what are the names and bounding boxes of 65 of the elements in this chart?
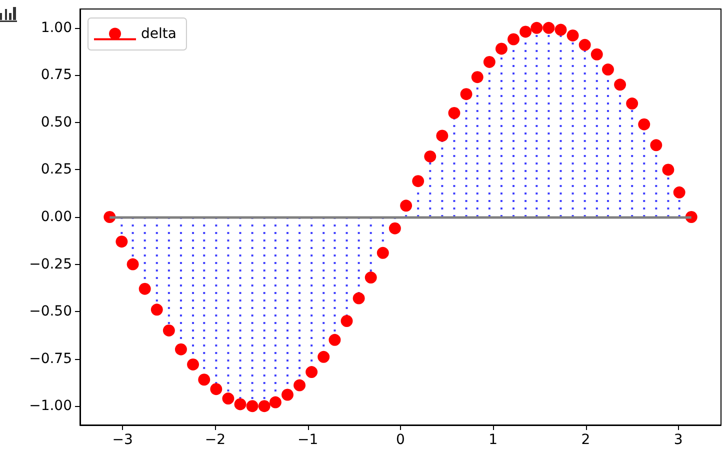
point [530,22,543,34]
point [138,282,151,295]
point [328,334,341,346]
point [638,118,650,130]
point [282,388,294,401]
y-tick-label: 0.75 [40,67,72,84]
y-tick-label: 0.25 [40,162,72,178]
point [436,130,448,142]
point [126,258,139,270]
y-tick-label: 0.50 [40,114,72,130]
y-tick-label: −0.25 [29,256,72,272]
y-tick-label: 0.00 [40,209,72,225]
point [318,350,330,363]
point [116,236,128,248]
point [590,48,603,60]
point [448,107,460,119]
point [471,71,484,84]
point [495,42,508,55]
point [673,186,686,198]
point [614,78,626,91]
point [662,164,674,176]
point [412,175,424,188]
point [340,315,353,327]
x-tick-label: 0 [396,432,405,448]
point [352,292,365,304]
point [460,88,472,100]
point [269,396,282,408]
point [234,398,246,410]
point [626,98,638,110]
point [566,29,579,42]
y-tick-label: −0.50 [29,304,72,320]
x-tick-label: −1 [298,432,318,448]
point [210,383,222,396]
point [222,392,234,405]
point [542,22,555,34]
point [602,64,614,76]
point [400,200,412,212]
point [554,24,567,36]
point [376,246,389,259]
y-tick-label: −0.75 [29,350,72,367]
point [258,400,270,412]
x-tick-label: 2 [581,432,590,448]
point [198,374,210,386]
x-tick-label: 3 [674,432,683,448]
point [187,358,200,370]
point [294,379,306,392]
point [388,222,401,234]
point [424,150,436,162]
point [364,272,377,284]
y-tick-label: −1.00 [29,398,72,414]
x-tick-label: −3 [112,432,133,448]
point [306,366,318,378]
point [650,139,662,152]
point [150,304,163,316]
point [162,324,175,336]
x-tick-label: 1 [488,432,498,448]
point [578,38,591,51]
point [174,343,187,356]
y-tick-label: 1.00 [40,20,72,36]
legend-label: delta [141,26,176,42]
point [508,33,520,46]
point [246,400,258,412]
point [483,56,496,68]
x-tick-label: −2 [204,432,226,448]
point [520,26,532,38]
